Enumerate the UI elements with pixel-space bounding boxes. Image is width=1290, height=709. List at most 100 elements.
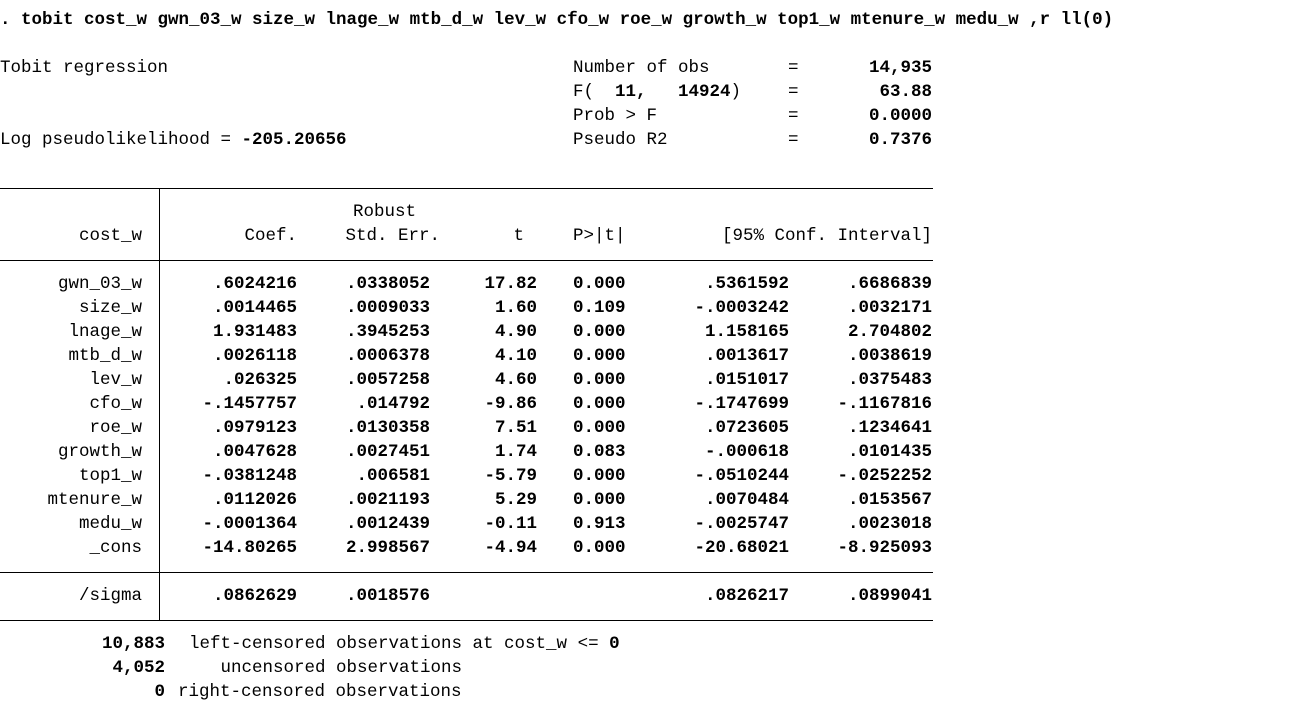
row-se: .014792 [356,394,430,414]
row-p: 0.083 [573,442,626,462]
loglik-label: Log pseudolikelihood = [0,130,242,150]
stat-eq: = [788,106,799,126]
row-variable: cfo_w [89,394,142,414]
row-variable: _cons [89,538,142,558]
row-ci-lo: .0070484 [704,490,789,510]
row-t: -9.86 [484,394,537,414]
stat-label-r2: Pseudo R2 [573,130,668,150]
table-top-rule [0,188,933,189]
row-t: 4.10 [494,346,537,366]
row-ci-lo: .0013617 [704,346,789,366]
row-variable: roe_w [89,418,142,438]
row-t: -4.94 [484,538,537,558]
row-variable: mtenure_w [47,490,142,510]
col-header-p: P>|t| [573,226,626,246]
row-se: .0021193 [345,490,430,510]
table-header-rule [0,260,933,261]
footer-count: 0 [154,682,165,702]
row-p: 0.000 [573,538,626,558]
sigma-ci-lo: .0826217 [704,586,789,606]
row-ci-hi: .0375483 [847,370,932,390]
row-ci-lo: -.1747699 [694,394,789,414]
footer-count: 10,883 [101,634,165,654]
row-variable: lev_w [89,370,142,390]
row-variable: medu_w [78,514,142,534]
sigma-ci-hi: .0899041 [847,586,932,606]
row-se: .0057258 [345,370,430,390]
stat-label-probf: Prob > F [573,106,658,126]
row-t: 17.82 [484,274,537,294]
row-p: 0.000 [573,346,626,366]
stat-label-nobs: Number of obs [573,58,710,78]
row-variable: lnage_w [68,322,142,342]
row-se: .0009033 [345,298,430,318]
table-body-rule [0,572,933,573]
row-coef: -.1457757 [202,394,297,414]
row-se: .006581 [356,466,430,486]
row-variable: top1_w [78,466,142,486]
footer-tail: 0 [609,634,620,654]
col-header-se: Std. Err. [345,226,440,246]
row-variable: size_w [78,298,142,318]
stat-label-f-suffix: ) [730,82,742,102]
row-coef: -.0381248 [202,466,297,486]
footer-text: uncensored observations [189,658,463,678]
row-ci-hi: -8.925093 [837,538,932,558]
row-t: -5.79 [484,466,537,486]
sigma-name: /sigma [78,586,142,606]
row-se: .0130358 [345,418,430,438]
row-se: 2.998567 [345,538,430,558]
row-p: 0.109 [573,298,626,318]
row-coef: .0026118 [212,346,297,366]
table-vertical-rule [159,188,160,620]
row-ci-lo: -.0025747 [694,514,789,534]
sigma-coef: .0862629 [212,586,297,606]
footer-count: 4,052 [112,658,165,678]
row-ci-hi: 2.704802 [847,322,932,342]
stat-eq: = [788,82,799,102]
col-header-coef: Coef. [244,226,297,246]
footer-text: left-censored observations at cost_w <= [189,634,610,654]
row-ci-lo: -20.68021 [694,538,789,558]
stat-value-f: 63.88 [879,82,932,102]
row-ci-lo: 1.158165 [704,322,789,342]
row-se: .0027451 [345,442,430,462]
stat-value-r2: 0.7376 [868,130,932,150]
row-ci-hi: .0153567 [847,490,932,510]
row-coef: .0112026 [212,490,297,510]
row-p: 0.000 [573,322,626,342]
row-ci-lo: -.000618 [704,442,789,462]
row-ci-lo: -.0510244 [694,466,789,486]
row-p: 0.000 [573,370,626,390]
row-coef: .0979123 [212,418,297,438]
row-ci-hi: .1234641 [847,418,932,438]
row-se: .3945253 [345,322,430,342]
row-t: 5.29 [494,490,537,510]
row-coef: .026325 [223,370,297,390]
stat-label-f: F( 11, 14924) [573,82,741,102]
loglik-value: -205.20656 [241,130,347,150]
row-ci-hi: .0023018 [847,514,932,534]
row-coef: .0014465 [212,298,297,318]
footer-line: left-censored observations at cost_w <= … [189,634,620,654]
row-t: 7.51 [494,418,537,438]
loglik-line: Log pseudolikelihood = -205.20656 [0,130,347,150]
row-se: .0012439 [345,514,430,534]
row-ci-lo: .0723605 [704,418,789,438]
row-p: 0.000 [573,466,626,486]
stat-label-f-prefix: F( [573,82,595,102]
row-variable: mtb_d_w [68,346,142,366]
row-t: 4.90 [494,322,537,342]
row-coef: .0047628 [212,442,297,462]
row-coef: .6024216 [212,274,297,294]
row-p: 0.000 [573,274,626,294]
col-header-ci: [95% Conf. Interval] [721,226,932,246]
row-p: 0.000 [573,418,626,438]
stat-value-nobs: 14,935 [868,58,932,78]
row-se: .0338052 [345,274,430,294]
row-t: 4.60 [494,370,537,390]
footer-text: right-censored observations [178,682,462,702]
row-coef: -.0001364 [202,514,297,534]
stat-label-f-df: 11, 14924 [594,82,731,102]
command-line: . tobit cost_w gwn_03_w size_w lnage_w m… [0,10,1114,30]
